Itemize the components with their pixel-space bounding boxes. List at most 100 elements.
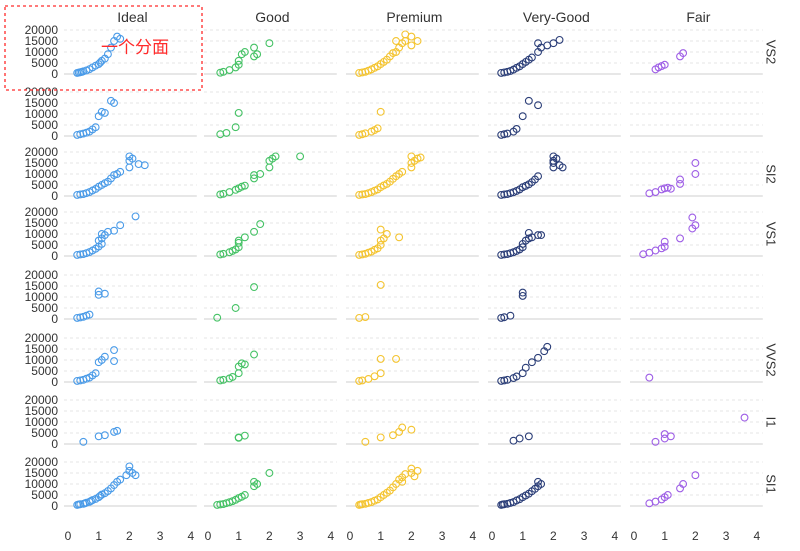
y-tick-label: 20000 (25, 145, 59, 159)
scatter-point (250, 283, 259, 292)
scatter-point (110, 99, 119, 107)
scatter-point (116, 34, 125, 43)
x-tick-label: 0 (489, 529, 496, 543)
scatter-point (271, 152, 280, 161)
scatter-point (512, 372, 521, 381)
x-tick-label: 3 (439, 529, 446, 543)
column-title-good: Good (255, 9, 289, 25)
scatter-point (73, 190, 82, 199)
scatter-point (691, 221, 700, 230)
scatter-point (407, 425, 416, 434)
scatter-point (392, 37, 400, 45)
scatter-point (131, 212, 140, 221)
y-tick-label: 0 (51, 67, 58, 81)
scatter-point (240, 360, 249, 369)
x-tick-label: 3 (157, 529, 164, 543)
scatter-point (534, 101, 542, 110)
scatter-point (100, 108, 109, 117)
scatter-point (91, 369, 100, 378)
scatter-point (676, 234, 684, 243)
scatter-point (100, 431, 109, 440)
scatter-point (116, 475, 125, 484)
scatter-point (660, 430, 669, 439)
row-title-i1: I1 (764, 417, 779, 428)
scatter-point (256, 220, 265, 229)
scatter-point (524, 432, 533, 441)
x-tick-label: 2 (266, 529, 273, 543)
scatter-point (407, 41, 416, 50)
x-tick-label: 4 (611, 529, 618, 543)
scatter-point (398, 423, 407, 432)
x-tick-label: 0 (65, 529, 72, 543)
y-tick-label: 15000 (25, 216, 59, 230)
y-tick-label: 15000 (25, 342, 59, 356)
facet-highlight-box (4, 5, 203, 91)
y-tick-label: 10000 (25, 107, 59, 121)
scatter-point (555, 35, 564, 44)
y-tick-label: 15000 (25, 279, 59, 293)
x-tick-label: 0 (631, 529, 638, 543)
scatter-point (110, 357, 119, 366)
x-tick-label: 0 (347, 529, 354, 543)
scatter-point (527, 358, 536, 367)
scatter-point (518, 288, 527, 297)
scatter-point (216, 190, 225, 199)
scatter-point (91, 123, 100, 132)
scatter-point (500, 376, 509, 385)
scatter-point (398, 167, 407, 176)
scatter-point (216, 376, 225, 385)
scatter-point (355, 190, 364, 199)
scatter-point (231, 123, 240, 132)
scatter-point (222, 128, 231, 137)
y-tick-label: 20000 (25, 23, 59, 37)
scatter-point (500, 130, 509, 139)
scatter-point (125, 462, 134, 471)
scatter-point (534, 172, 542, 181)
x-tick-label: 2 (408, 529, 415, 543)
scatter-point (515, 434, 524, 443)
scatter-point (660, 184, 669, 193)
x-tick-label: 4 (469, 529, 476, 543)
scatter-point (250, 43, 259, 52)
scatter-point (240, 181, 249, 190)
scatter-point (512, 125, 521, 133)
scatter-point (107, 43, 115, 52)
scatter-point (534, 231, 542, 240)
y-tick-label: 20000 (25, 205, 59, 219)
scatter-point (234, 236, 243, 245)
scatter-point (660, 237, 669, 246)
scatter-point (663, 491, 672, 499)
scatter-point (552, 154, 561, 163)
scatter-point (506, 311, 515, 320)
scatter-point (382, 230, 391, 238)
y-tick-label: 15000 (25, 156, 59, 170)
y-tick-label: 10000 (25, 45, 59, 59)
y-tick-label: 0 (51, 129, 58, 143)
column-title-premium: Premium (386, 9, 442, 25)
scatter-point (392, 354, 400, 363)
scatter-point (228, 372, 237, 381)
scatter-point (97, 230, 106, 238)
x-tick-label: 3 (297, 529, 304, 543)
scatter-point (87, 496, 95, 505)
y-tick-label: 20000 (25, 85, 59, 99)
y-tick-label: 0 (51, 312, 58, 326)
scatter-point (213, 500, 222, 509)
scatter-point (416, 153, 425, 162)
y-tick-label: 10000 (25, 227, 59, 241)
scatter-point (103, 50, 112, 59)
scatter-point (110, 226, 119, 235)
scatter-point (361, 437, 370, 446)
y-tick-label: 15000 (25, 34, 59, 48)
scatter-point (518, 112, 527, 121)
x-tick-label: 4 (187, 529, 194, 543)
scatter-point (110, 346, 119, 355)
scatter-point (113, 426, 122, 435)
scatter-point (234, 238, 243, 247)
y-tick-label: 0 (51, 249, 58, 263)
y-tick-label: 0 (51, 499, 58, 513)
scatter-point (524, 96, 533, 105)
scatter-point (497, 190, 506, 199)
x-tick-label: 1 (235, 529, 242, 543)
scatter-point (253, 50, 262, 59)
